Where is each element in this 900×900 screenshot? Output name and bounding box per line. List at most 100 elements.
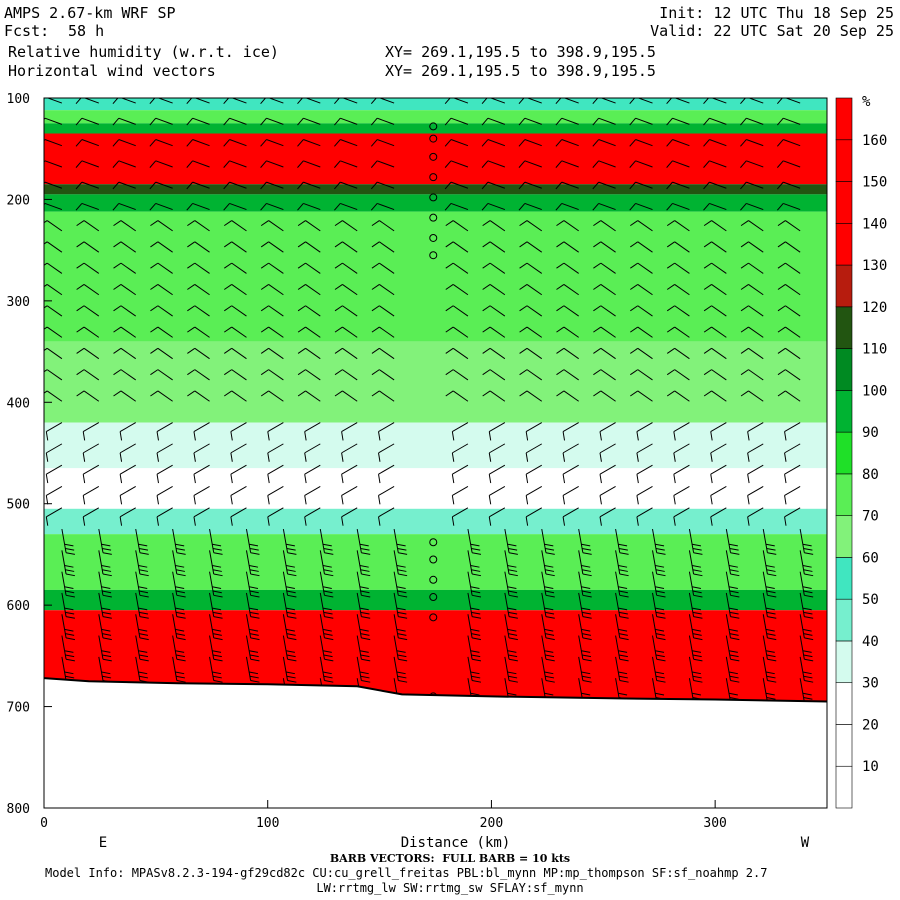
wind-barb xyxy=(703,326,727,338)
wind-barb xyxy=(630,305,653,317)
wind-barb xyxy=(172,571,186,598)
colorbar-label: 150 xyxy=(862,175,887,191)
wind-barb xyxy=(776,202,801,211)
wind-barb xyxy=(75,117,99,126)
wind-barb xyxy=(703,241,727,253)
wind-barb xyxy=(61,528,75,555)
rh-layer-8 xyxy=(44,422,827,469)
wind-barb xyxy=(481,181,506,190)
wind-barb xyxy=(615,550,629,577)
wind-barb xyxy=(445,347,469,360)
wind-barb xyxy=(740,202,764,211)
colorbar-label: 30 xyxy=(862,676,879,692)
wind-barb xyxy=(267,486,284,505)
wind-barb xyxy=(636,464,653,484)
wind-barb xyxy=(223,241,247,253)
wind-barb xyxy=(629,181,653,190)
wind-barb xyxy=(488,443,506,462)
wind-barb xyxy=(762,592,777,619)
wind-barb xyxy=(666,241,690,253)
forecast-hour: 58 h xyxy=(68,22,105,40)
terrain-line xyxy=(44,677,827,703)
wind-barb xyxy=(260,241,284,253)
wind-barb xyxy=(378,422,395,441)
wind-barb xyxy=(630,390,653,402)
wind-barb xyxy=(762,550,777,577)
wind-barb xyxy=(393,635,408,662)
wind-barb xyxy=(135,592,149,619)
wind-barb xyxy=(230,443,247,462)
wind-barb xyxy=(444,139,469,147)
east-end-label: E xyxy=(99,835,107,850)
wind-barb xyxy=(481,117,506,126)
wind-barb xyxy=(187,390,210,402)
wind-barb xyxy=(467,592,482,619)
wind-barb xyxy=(703,117,727,126)
calm-wind-marker xyxy=(429,134,438,143)
wind-barb xyxy=(630,347,653,360)
wind-barb xyxy=(525,443,543,462)
wind-barb xyxy=(747,443,764,462)
wind-barb xyxy=(172,614,186,641)
wind-barb xyxy=(703,160,727,168)
wind-barb xyxy=(541,614,555,641)
wind-barb xyxy=(76,347,100,360)
wind-barb xyxy=(578,614,592,641)
wind-barb xyxy=(112,139,136,147)
wind-barb xyxy=(777,220,801,232)
wind-barb xyxy=(245,592,260,619)
wind-barb xyxy=(615,614,629,641)
wind-barb xyxy=(777,369,801,381)
wind-barb xyxy=(666,202,690,211)
cross-section-coords-2: XY= 269.1,195.5 to 398.9,195.5 xyxy=(385,62,656,80)
wind-barb xyxy=(593,390,616,402)
wind-barb xyxy=(260,326,284,338)
wind-barb xyxy=(334,390,358,402)
wind-barb xyxy=(444,117,469,126)
colorbar-label: 70 xyxy=(862,509,879,525)
wind-barb xyxy=(135,635,149,662)
wind-barb xyxy=(799,528,814,555)
colorbar-label: 80 xyxy=(862,467,879,483)
wind-barb xyxy=(703,139,727,147)
wind-barb xyxy=(187,241,210,253)
wind-barb xyxy=(630,262,653,274)
wind-barb xyxy=(541,592,555,619)
wind-barb xyxy=(44,369,63,381)
wind-barb xyxy=(187,284,210,296)
wind-barb xyxy=(370,139,395,147)
wind-barb xyxy=(703,305,727,317)
colorbar-swatch xyxy=(835,390,853,433)
wind-barb xyxy=(334,220,358,232)
wind-barb xyxy=(482,305,506,317)
wind-barb xyxy=(636,443,653,462)
colorbar-swatch xyxy=(835,264,853,308)
wind-barb xyxy=(519,390,543,402)
wind-barb xyxy=(149,202,173,211)
wind-barb xyxy=(556,284,579,296)
colorbar-swatch xyxy=(835,181,853,224)
wind-barb xyxy=(630,326,653,338)
wind-barb xyxy=(518,181,542,190)
wind-barb xyxy=(777,326,801,338)
wind-barb xyxy=(725,592,740,619)
wind-barb xyxy=(260,160,284,168)
colorbar-swatch xyxy=(835,515,853,558)
wind-barb xyxy=(76,369,100,381)
wind-barb xyxy=(525,507,543,526)
wind-barb xyxy=(599,422,616,441)
wind-barb xyxy=(488,464,506,484)
wind-barb xyxy=(562,443,579,462)
wind-barb xyxy=(341,422,358,441)
wind-barb xyxy=(562,486,579,505)
wind-barb xyxy=(445,220,469,232)
wind-barb xyxy=(371,326,395,338)
field-name-2: Horizontal wind vectors xyxy=(8,62,216,80)
wind-barb xyxy=(297,369,321,381)
wind-barb xyxy=(467,571,482,598)
wind-barb xyxy=(267,464,284,484)
wind-barb xyxy=(629,202,653,211)
wind-barb xyxy=(629,117,653,126)
wind-barb xyxy=(356,656,371,683)
wind-barb xyxy=(82,507,100,526)
